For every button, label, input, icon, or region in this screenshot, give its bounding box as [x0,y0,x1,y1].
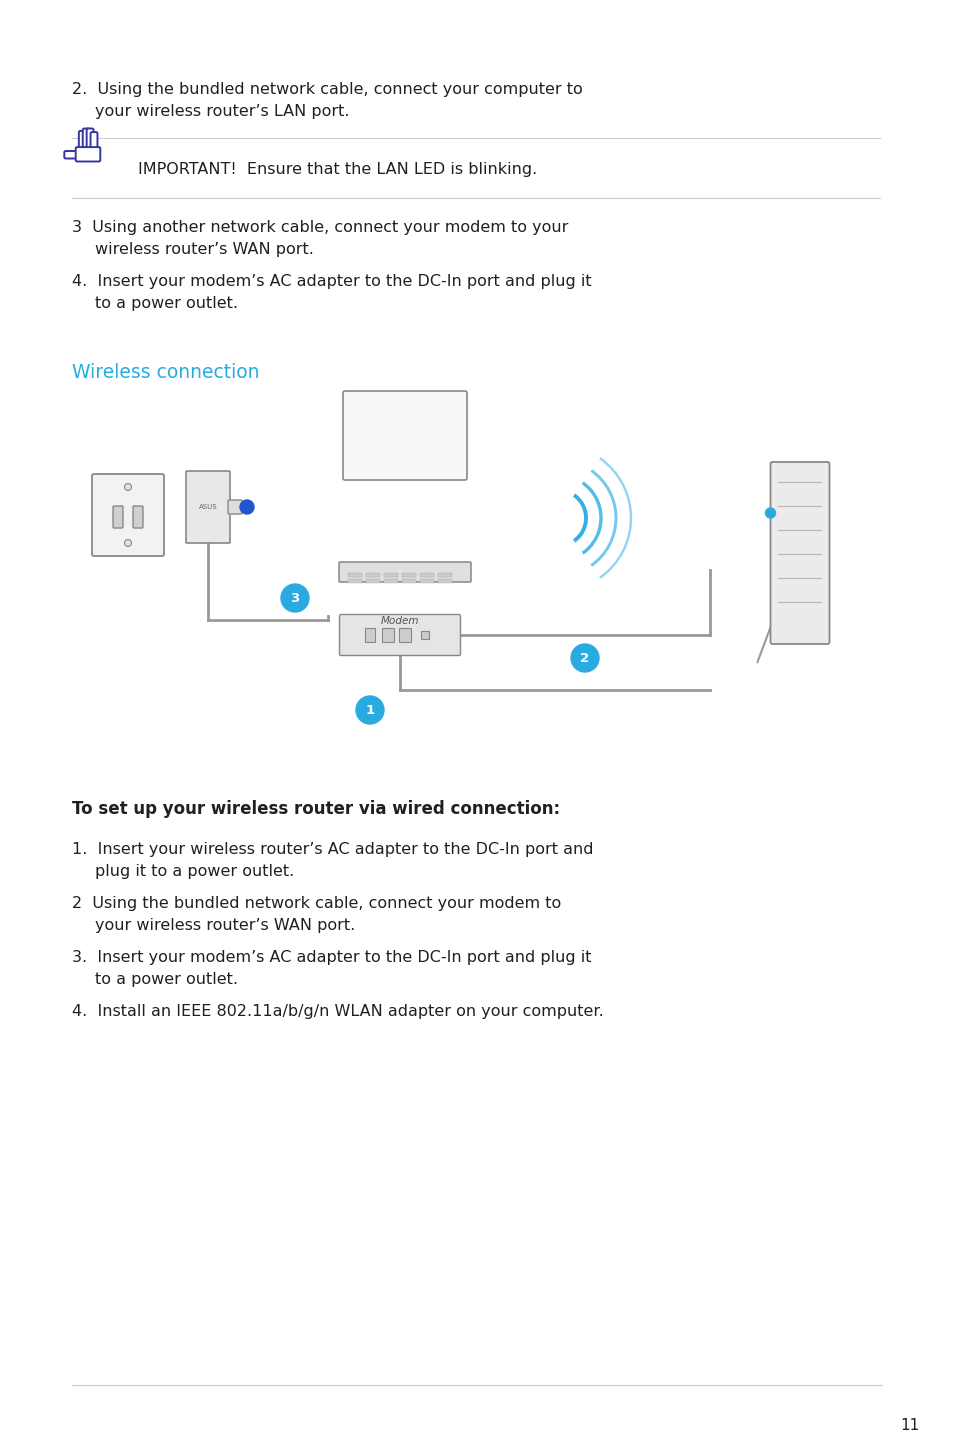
Circle shape [125,539,132,546]
Bar [419,580,434,582]
Text: 3: 3 [290,591,299,604]
FancyBboxPatch shape [343,391,467,480]
Bar [365,628,375,641]
Bar [437,580,452,582]
Text: plug it to a power outlet.: plug it to a power outlet. [95,864,294,879]
FancyBboxPatch shape [79,131,86,152]
Text: 2  Using the bundled network cable, connect your modem to: 2 Using the bundled network cable, conne… [71,896,560,912]
Bar [348,572,361,577]
FancyBboxPatch shape [112,506,123,528]
Text: 2.  Using the bundled network cable, connect your computer to: 2. Using the bundled network cable, conn… [71,82,582,96]
Bar [401,580,416,582]
Circle shape [125,483,132,490]
Text: 4.  Install an IEEE 802.11a/b/g/n WLAN adapter on your computer.: 4. Install an IEEE 802.11a/b/g/n WLAN ad… [71,1004,603,1020]
FancyBboxPatch shape [87,128,93,152]
Circle shape [355,696,384,723]
Text: 3  Using another network cable, connect your modem to your: 3 Using another network cable, connect y… [71,220,568,234]
Bar [420,631,429,638]
Circle shape [764,508,775,518]
Text: To set up your wireless router via wired connection:: To set up your wireless router via wired… [71,800,559,818]
Bar [348,580,361,582]
FancyBboxPatch shape [64,151,78,158]
FancyBboxPatch shape [338,562,471,582]
Bar [401,572,416,577]
FancyBboxPatch shape [91,475,164,557]
Text: Wireless connection: Wireless connection [71,362,259,383]
Bar [398,628,411,641]
FancyBboxPatch shape [91,132,97,152]
FancyBboxPatch shape [186,472,230,544]
Text: 11: 11 [899,1418,919,1434]
Bar [437,572,452,577]
FancyBboxPatch shape [770,462,828,644]
FancyBboxPatch shape [132,506,143,528]
Text: Modem: Modem [380,615,418,626]
Text: IMPORTANT!  Ensure that the LAN LED is blinking.: IMPORTANT! Ensure that the LAN LED is bl… [138,162,537,177]
Bar [366,580,379,582]
Bar [381,628,394,641]
Text: your wireless router’s LAN port.: your wireless router’s LAN port. [95,104,349,119]
Circle shape [571,644,598,672]
Text: 1: 1 [365,703,375,716]
FancyBboxPatch shape [339,614,460,656]
Bar [384,580,397,582]
Text: to a power outlet.: to a power outlet. [95,972,237,986]
FancyBboxPatch shape [83,128,90,152]
Text: to a power outlet.: to a power outlet. [95,296,237,311]
FancyBboxPatch shape [228,500,242,513]
Circle shape [240,500,253,513]
Text: 4.  Insert your modem’s AC adapter to the DC-In port and plug it: 4. Insert your modem’s AC adapter to the… [71,275,591,289]
Text: ASUS: ASUS [198,503,217,510]
Bar [419,572,434,577]
FancyBboxPatch shape [75,147,100,161]
Text: your wireless router’s WAN port.: your wireless router’s WAN port. [95,917,355,933]
Bar [366,572,379,577]
Text: wireless router’s WAN port.: wireless router’s WAN port. [95,242,314,257]
Circle shape [281,584,309,613]
Text: 2: 2 [579,651,589,664]
Text: 1.  Insert your wireless router’s AC adapter to the DC-In port and: 1. Insert your wireless router’s AC adap… [71,843,593,857]
Bar [384,572,397,577]
Text: 3.  Insert your modem’s AC adapter to the DC-In port and plug it: 3. Insert your modem’s AC adapter to the… [71,951,591,965]
